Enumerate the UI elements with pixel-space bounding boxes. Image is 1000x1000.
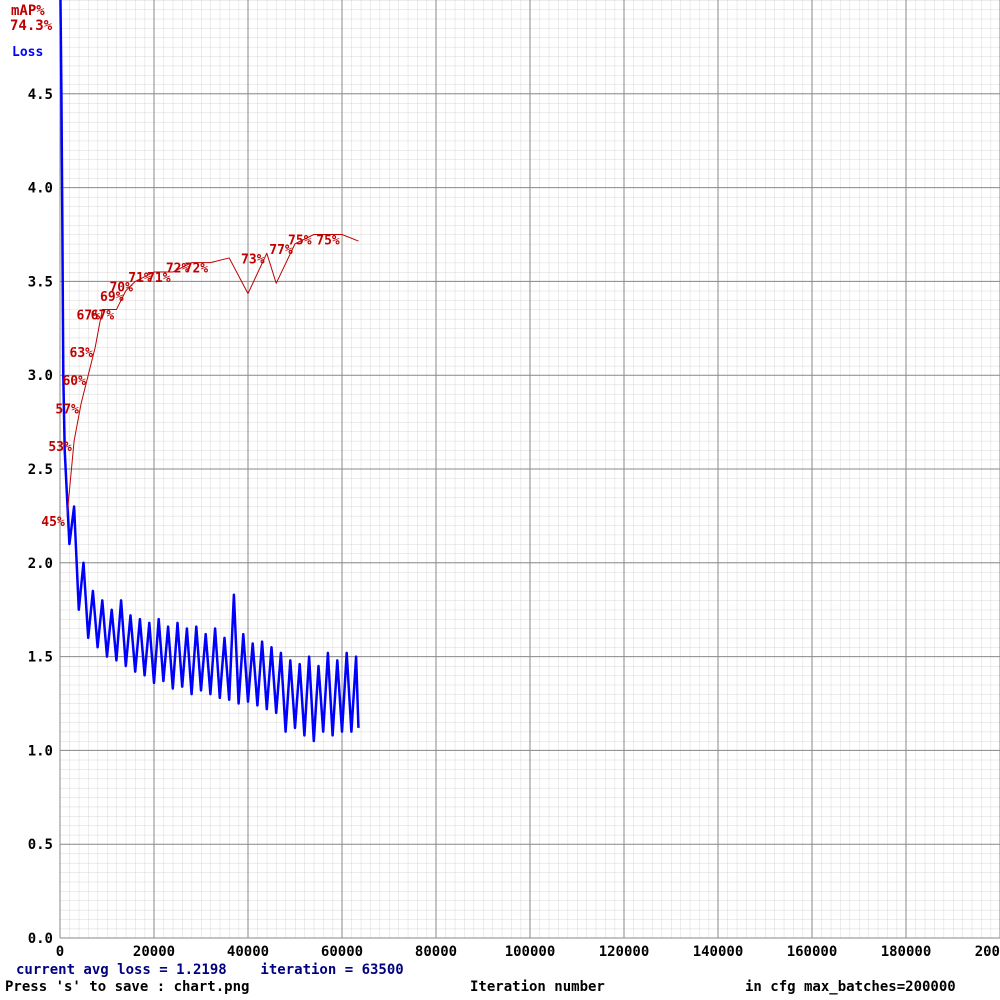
status: current avg loss = 1.2198 iteration = 63… <box>16 962 404 978</box>
y-tick-label: 2.0 <box>28 556 53 572</box>
y-tick-label: 1.5 <box>28 650 53 666</box>
map-label: 53% <box>48 440 72 455</box>
map-label: 75% <box>288 234 312 249</box>
x-tick-label: 200000 <box>975 944 1000 960</box>
cfg-note: in cfg max_batches=200000 <box>745 979 956 995</box>
y-tick-label: 0.0 <box>28 931 53 947</box>
y-tick-label: 3.5 <box>28 274 53 290</box>
y-tick-label: 3.0 <box>28 368 53 384</box>
map-label: 45% <box>41 515 65 530</box>
map-label: 60% <box>62 374 86 389</box>
legend-loss: Loss <box>12 45 43 60</box>
map-label: 72% <box>185 262 209 277</box>
last-map: 74.3% <box>10 18 53 34</box>
map-label: 72% <box>166 262 190 277</box>
y-tick-label: 1.0 <box>28 743 53 759</box>
map-label: 70% <box>109 280 133 295</box>
map-axis-label: mAP% <box>11 3 45 19</box>
y-tick-label: 4.0 <box>28 181 53 197</box>
map-label: 71% <box>147 271 171 286</box>
grid <box>59 0 1000 939</box>
x-tick-label: 120000 <box>599 944 650 960</box>
y-tick-label: 0.5 <box>28 837 53 853</box>
x-tick-label: 100000 <box>505 944 556 960</box>
x-axis-label: Iteration number <box>470 979 605 995</box>
map-label: 67% <box>91 309 115 324</box>
x-tick-label: 20000 <box>133 944 175 960</box>
map-label: 57% <box>55 402 79 417</box>
map-label: 73% <box>241 252 265 267</box>
save-hint: Press 's' to save : chart.png <box>5 979 249 995</box>
series-line <box>66 234 359 516</box>
map-label: 75% <box>316 234 340 249</box>
marks <box>59 0 360 743</box>
y-tick-label: 4.5 <box>28 87 53 103</box>
x-tick-label: 80000 <box>415 944 457 960</box>
x-tick-label: 40000 <box>227 944 269 960</box>
x-tick-label: 180000 <box>881 944 932 960</box>
labels: 0.0 0.5 1.0 1.5 2.0 2.5 3.0 3.5 4.0 4.5 0 20000 4000… <box>28 87 1000 960</box>
map-label: 69% <box>100 290 124 305</box>
y-tick-label: 2.5 <box>28 462 53 478</box>
series-line <box>59 0 360 743</box>
x-tick-label: 60000 <box>321 944 363 960</box>
map-label: 71% <box>128 271 152 286</box>
x-tick-label: 160000 <box>787 944 838 960</box>
map-label: 77% <box>269 243 293 258</box>
map-label: 67% <box>77 309 101 324</box>
x-tick-label: 0 <box>56 944 64 960</box>
x-tick-label: 140000 <box>693 944 744 960</box>
map-label: 63% <box>70 346 94 361</box>
